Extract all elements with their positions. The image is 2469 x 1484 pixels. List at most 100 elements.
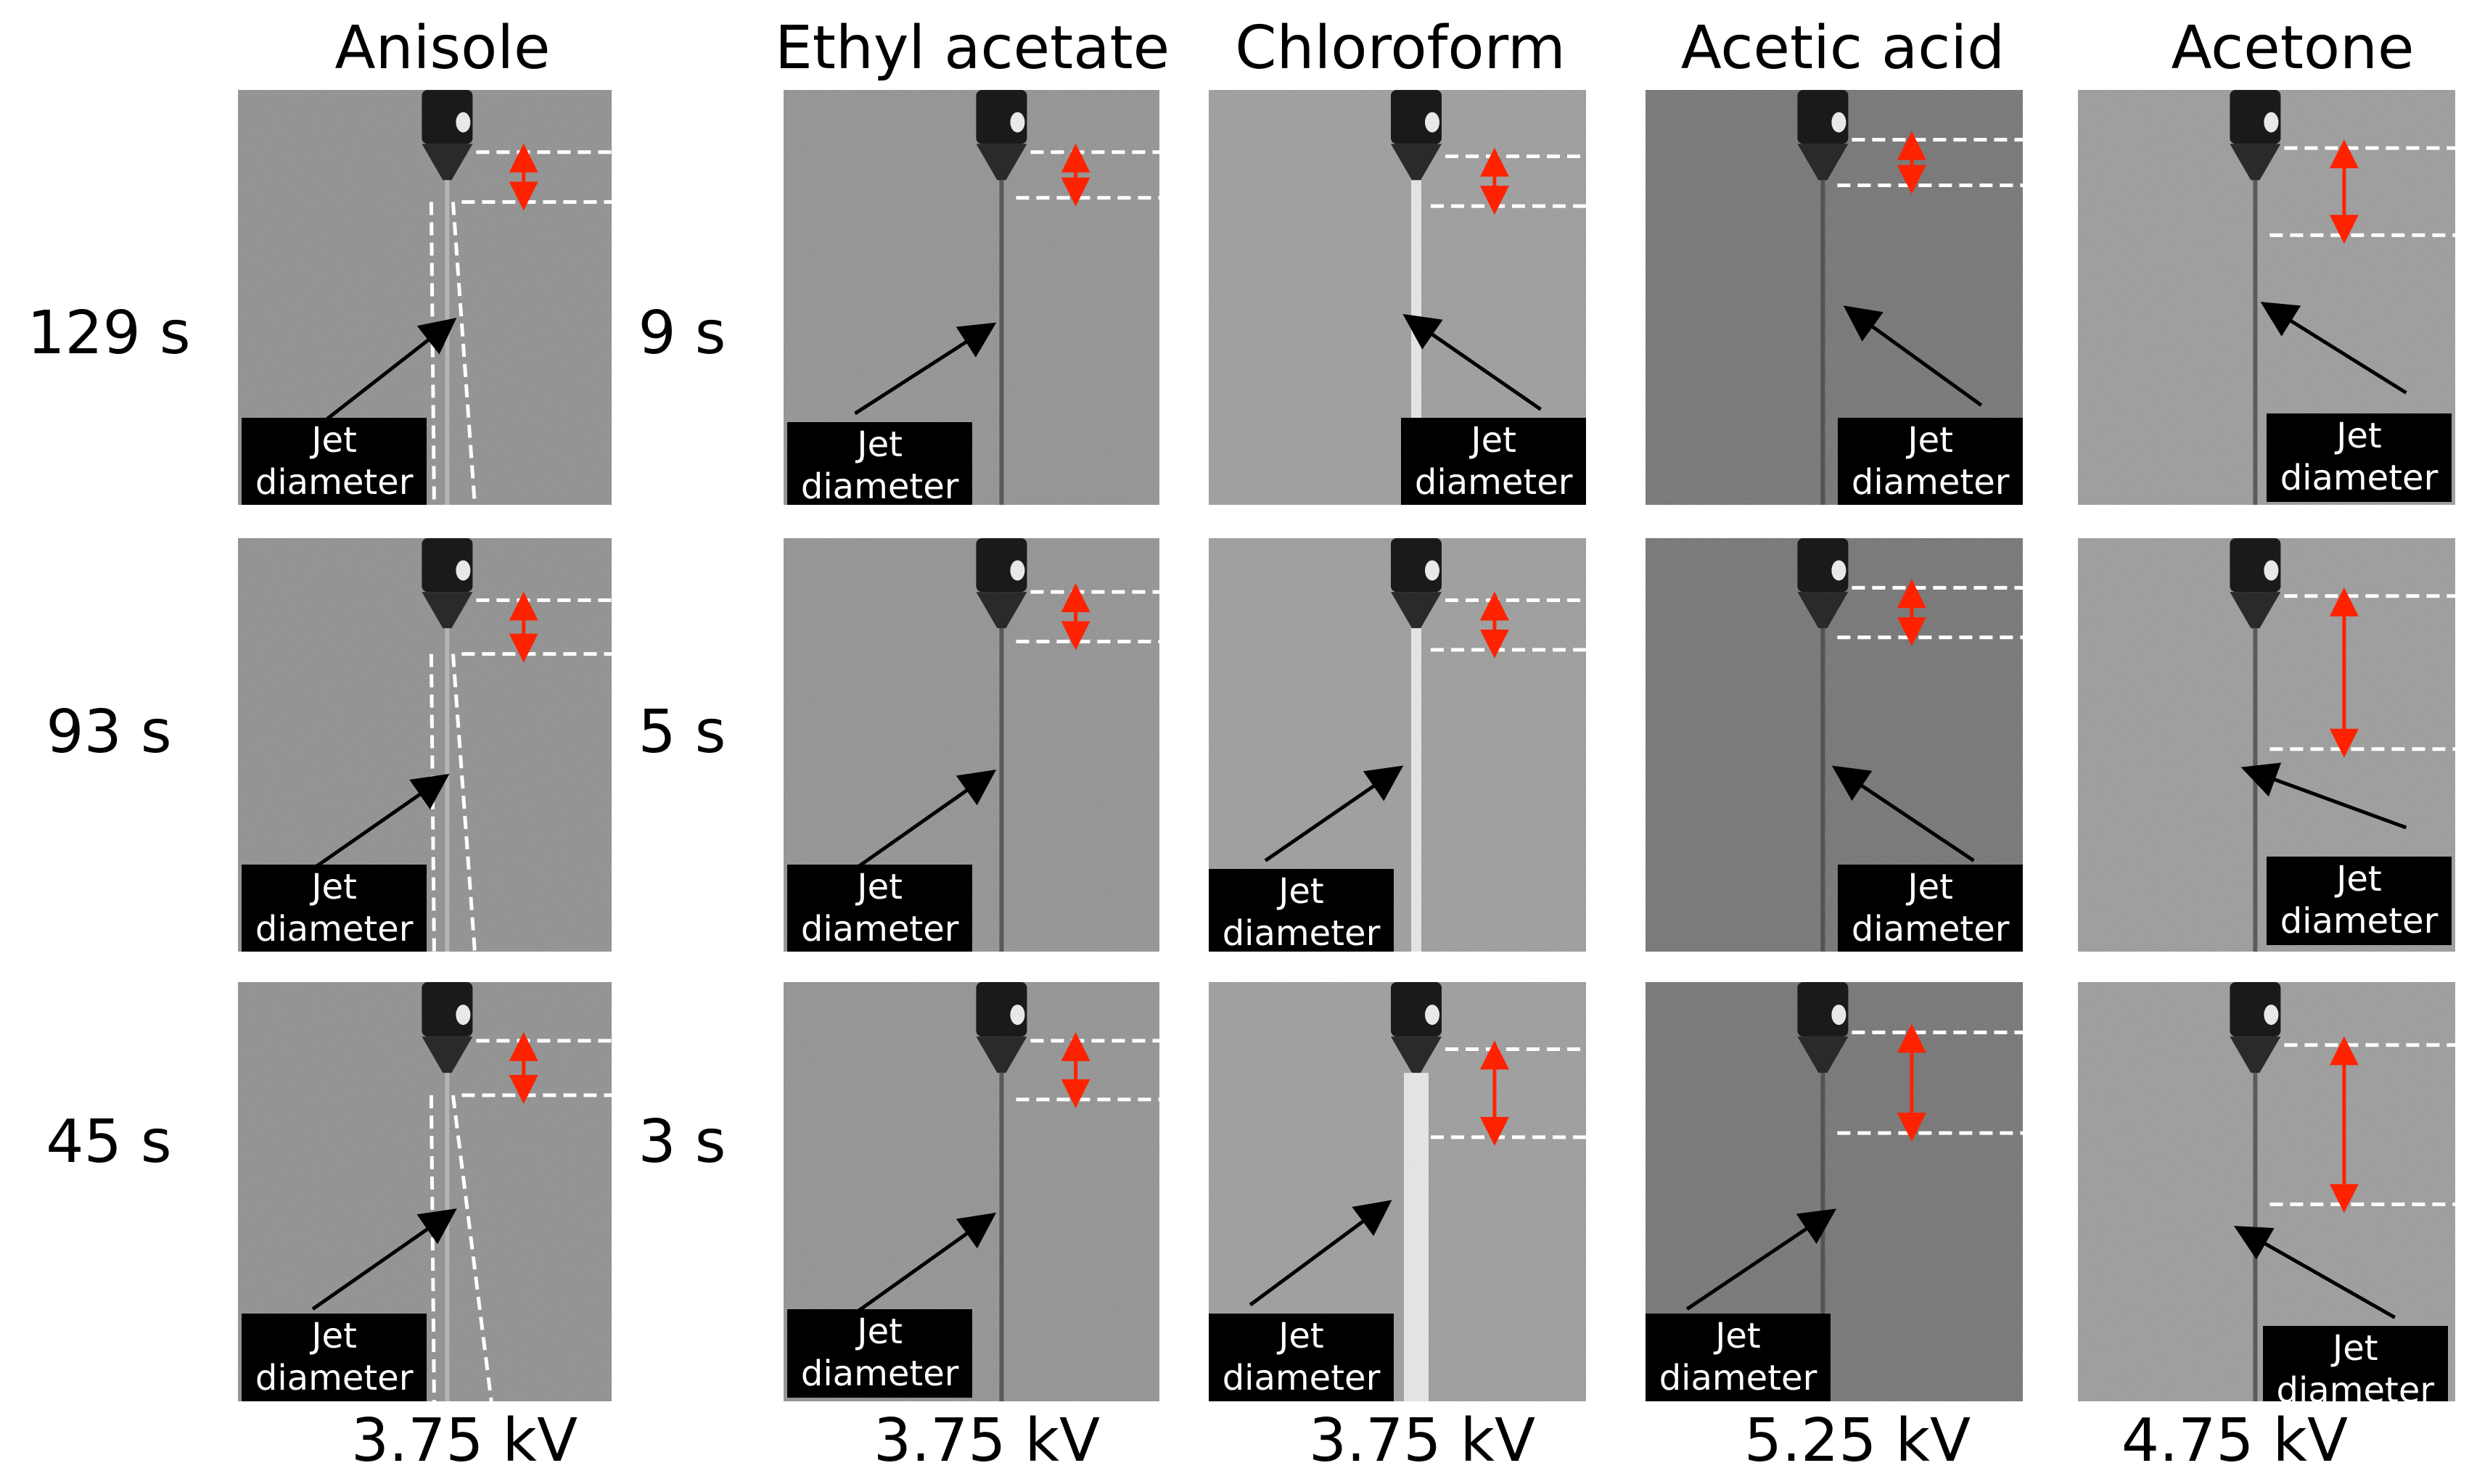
- column-title-acetic-acid: Acetic acid: [1680, 14, 2005, 83]
- nozzle-tip: [422, 1036, 473, 1073]
- jet-diameter-label: Jet diameter: [787, 865, 973, 952]
- nozzle-tip: [2230, 592, 2281, 629]
- pointer-arrow: [1843, 305, 1983, 407]
- nozzle-tip: [1391, 1036, 1442, 1073]
- pointer-arrow: [2260, 302, 2407, 395]
- liquid-jet: [445, 1073, 450, 1401]
- jet-diameter-label: Jet diameter: [1209, 1313, 1394, 1401]
- jet-label-line2: diameter: [1659, 1357, 1817, 1398]
- pointer-arrow: [853, 1212, 997, 1315]
- jet-image-panel: Jet diameter: [2078, 982, 2455, 1401]
- jet-diameter-label: Jet diameter: [2262, 1325, 2448, 1401]
- jet-label-line1: Jet: [2333, 1327, 2378, 1369]
- jet-image-panel: Jet diameter: [2078, 538, 2455, 952]
- nozzle-highlight: [1831, 112, 1846, 133]
- nozzle-tip: [2230, 144, 2281, 181]
- jet-label-line1: Jet: [1278, 871, 1324, 912]
- liquid-jet: [1411, 628, 1421, 952]
- column-title-acetone: Acetone: [2171, 14, 2415, 83]
- nozzle-tip: [976, 1036, 1027, 1073]
- row-time-mid: 3 s: [638, 1108, 726, 1176]
- jet-image-panel: Jet diameter: [784, 90, 1159, 505]
- liquid-jet: [1404, 1073, 1429, 1401]
- jet-label-line1: Jet: [857, 867, 903, 908]
- liquid-jet: [2253, 628, 2258, 952]
- voltage-label-anisole: 3.75 kV: [350, 1406, 578, 1475]
- jet-label-line2: diameter: [1222, 1357, 1381, 1398]
- nozzle-highlight: [1010, 112, 1025, 133]
- row-time-mid: 9 s: [638, 299, 726, 368]
- jet-label-line2: diameter: [2280, 458, 2439, 499]
- nozzle-highlight: [1425, 1005, 1439, 1026]
- pointer-arrow: [1402, 313, 1542, 411]
- nozzle-tip: [1797, 592, 1849, 629]
- voltage-label-ethyl-acetate: 3.75 kV: [873, 1406, 1101, 1475]
- jet-label-line1: Jet: [1907, 419, 1953, 461]
- nozzle-highlight: [2264, 560, 2279, 581]
- jet-label-line1: Jet: [311, 419, 357, 461]
- jet-diameter-label: Jet diameter: [787, 421, 973, 505]
- nozzle-tip: [422, 592, 473, 629]
- pointer-arrow: [1264, 765, 1404, 862]
- jet-image-panel: Jet diameter: [2078, 90, 2455, 505]
- pointer-arrow: [2233, 1226, 2396, 1319]
- row-time-left: 93 s: [46, 698, 172, 767]
- pointer-arrow: [1831, 765, 1975, 862]
- liquid-jet: [1820, 180, 1825, 505]
- voltage-label-chloroform: 3.75 kV: [1308, 1406, 1536, 1475]
- pointer-arrow: [311, 318, 457, 432]
- pointer-arrow: [1685, 1208, 1837, 1311]
- jet-diameter-label: Jet diameter: [1838, 417, 2023, 505]
- nozzle-highlight: [1010, 560, 1025, 581]
- dashed-jet-outline: [451, 654, 477, 952]
- row-time-mid: 5 s: [638, 698, 726, 767]
- jet-diameter-label: Jet diameter: [2267, 413, 2452, 503]
- pointer-arrow: [853, 770, 997, 871]
- nozzle-highlight: [1425, 560, 1439, 581]
- jet-image-panel: Jet diameter: [238, 538, 612, 952]
- nozzle-tip: [976, 592, 1027, 629]
- liquid-jet: [2253, 180, 2258, 505]
- jet-label-line2: diameter: [1222, 913, 1381, 952]
- dashed-jet-outline: [451, 1095, 493, 1401]
- jet-label-line1: Jet: [857, 424, 903, 465]
- liquid-jet: [999, 628, 1004, 952]
- liquid-jet: [1820, 628, 1825, 952]
- jet-label-line1: Jet: [857, 1311, 903, 1352]
- jet-label-line1: Jet: [311, 1315, 357, 1356]
- row-time-left: 45 s: [46, 1108, 172, 1176]
- jet-diameter-label: Jet diameter: [787, 1308, 973, 1398]
- jet-label-line2: diameter: [800, 909, 959, 950]
- nozzle-highlight: [2264, 112, 2279, 133]
- nozzle-highlight: [456, 560, 471, 581]
- dashed-jet-outline: [429, 1095, 436, 1401]
- jet-diameter-label: Jet diameter: [1209, 869, 1394, 952]
- column-title-ethyl-acetate: Ethyl acetate: [774, 14, 1170, 83]
- nozzle-tip: [2230, 1036, 2281, 1073]
- nozzle-tip: [1391, 144, 1442, 181]
- jet-label-line2: diameter: [1414, 461, 1573, 503]
- jet-label-line2: diameter: [255, 1357, 414, 1398]
- nozzle-tip: [976, 144, 1027, 181]
- jet-diameter-label: Jet diameter: [242, 865, 427, 952]
- jet-image-panel: Jet diameter: [1646, 90, 2023, 505]
- jet-image-panel: Jet diameter: [1209, 982, 1586, 1401]
- nozzle-highlight: [1831, 560, 1846, 581]
- jet-label-line2: diameter: [255, 909, 414, 950]
- pointer-arrow: [1249, 1200, 1392, 1307]
- jet-label-line1: Jet: [2336, 416, 2382, 457]
- jet-image-panel: Jet diameter: [784, 982, 1159, 1401]
- nozzle-tip: [1797, 1036, 1849, 1073]
- voltage-label-acetic-acid: 5.25 kV: [1743, 1406, 1971, 1475]
- row-time-left: 129 s: [27, 299, 191, 368]
- jet-label-line1: Jet: [1907, 867, 1953, 908]
- nozzle-tip: [1391, 592, 1442, 629]
- jet-image-panel: Jet diameter: [1209, 90, 1586, 505]
- jet-label-line2: diameter: [2280, 900, 2439, 941]
- jet-label-line1: Jet: [2336, 858, 2382, 899]
- nozzle-highlight: [1010, 1005, 1025, 1026]
- nozzle-highlight: [456, 112, 471, 133]
- jet-label-line2: diameter: [800, 466, 959, 505]
- jet-diameter-label: Jet diameter: [1646, 1313, 1831, 1401]
- nozzle-highlight: [1425, 112, 1439, 133]
